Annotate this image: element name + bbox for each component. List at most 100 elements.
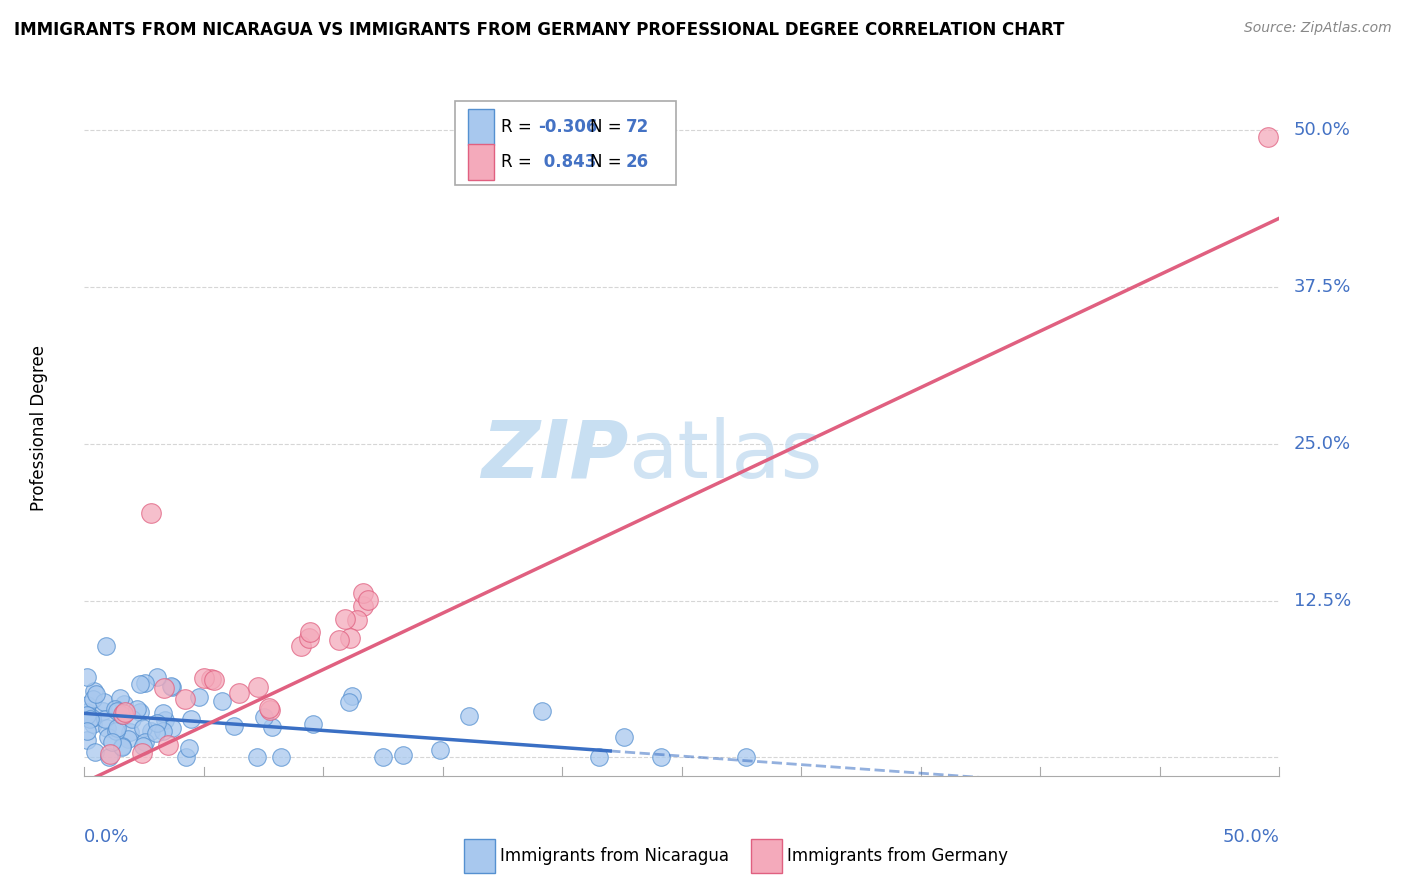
- Point: [335, 612, 357, 626]
- Point: [83, 684, 105, 698]
- Point: [82, 691, 104, 706]
- Point: [391, 748, 413, 763]
- FancyBboxPatch shape: [464, 839, 495, 872]
- Text: R =: R =: [502, 153, 537, 170]
- Point: [193, 671, 215, 685]
- Point: [84, 687, 107, 701]
- Point: [111, 708, 134, 723]
- Text: Immigrants from Germany: Immigrants from Germany: [787, 847, 1008, 865]
- Point: [91, 704, 114, 718]
- Point: [132, 721, 155, 735]
- Point: [153, 681, 176, 696]
- Text: -0.306: -0.306: [538, 118, 598, 136]
- Point: [342, 690, 364, 704]
- Point: [117, 731, 139, 746]
- Text: 37.5%: 37.5%: [1294, 278, 1351, 296]
- Text: 72: 72: [626, 118, 650, 136]
- Point: [93, 695, 115, 709]
- Point: [458, 708, 481, 723]
- Point: [352, 585, 374, 599]
- Point: [173, 691, 195, 706]
- Point: [357, 593, 380, 607]
- Point: [262, 720, 284, 734]
- Point: [159, 679, 181, 693]
- Point: [94, 712, 117, 726]
- Text: 50.0%: 50.0%: [1294, 121, 1351, 139]
- Point: [290, 639, 312, 653]
- Point: [298, 624, 321, 639]
- Point: [127, 702, 149, 716]
- Point: [105, 704, 128, 718]
- Point: [111, 739, 134, 753]
- Point: [145, 726, 167, 740]
- Point: [118, 725, 141, 739]
- Point: [76, 724, 98, 739]
- Point: [735, 750, 758, 764]
- Point: [94, 639, 117, 653]
- Text: Professional Degree: Professional Degree: [30, 345, 48, 511]
- Point: [174, 750, 197, 764]
- Point: [121, 712, 143, 726]
- Point: [76, 706, 98, 720]
- Text: Source: ZipAtlas.com: Source: ZipAtlas.com: [1244, 21, 1392, 35]
- FancyBboxPatch shape: [468, 144, 495, 180]
- Text: 26: 26: [626, 153, 648, 170]
- Point: [156, 739, 179, 753]
- Point: [371, 750, 394, 764]
- Text: 0.0%: 0.0%: [84, 828, 129, 847]
- Point: [97, 750, 120, 764]
- Point: [531, 704, 554, 718]
- Point: [110, 739, 132, 754]
- Text: N =: N =: [591, 153, 627, 170]
- Point: [98, 747, 121, 762]
- Text: ZIP: ZIP: [481, 417, 628, 495]
- Text: N =: N =: [591, 118, 627, 136]
- Text: atlas: atlas: [628, 417, 823, 495]
- Point: [114, 706, 136, 720]
- Point: [202, 673, 225, 688]
- Point: [298, 631, 321, 645]
- Point: [613, 730, 636, 744]
- Point: [429, 743, 451, 757]
- Point: [129, 705, 152, 719]
- FancyBboxPatch shape: [456, 101, 676, 185]
- Text: 12.5%: 12.5%: [1294, 591, 1351, 609]
- Point: [253, 709, 276, 723]
- Point: [104, 723, 127, 738]
- Point: [224, 719, 246, 733]
- Point: [76, 732, 98, 747]
- Point: [76, 670, 98, 684]
- Point: [105, 721, 128, 735]
- Point: [96, 721, 118, 735]
- Point: [128, 677, 150, 691]
- Point: [76, 708, 98, 723]
- Point: [76, 698, 98, 713]
- Point: [187, 690, 209, 705]
- Point: [139, 724, 162, 739]
- Point: [134, 675, 156, 690]
- Point: [131, 747, 153, 761]
- Text: IMMIGRANTS FROM NICARAGUA VS IMMIGRANTS FROM GERMANY PROFESSIONAL DEGREE CORRELA: IMMIGRANTS FROM NICARAGUA VS IMMIGRANTS …: [14, 21, 1064, 38]
- Text: 0.843: 0.843: [538, 153, 598, 170]
- FancyBboxPatch shape: [468, 109, 495, 145]
- Point: [228, 686, 250, 700]
- Point: [80, 711, 103, 725]
- Point: [134, 735, 156, 749]
- Point: [152, 724, 174, 739]
- Point: [328, 633, 350, 648]
- Text: R =: R =: [502, 118, 537, 136]
- Point: [97, 731, 120, 745]
- Point: [79, 712, 101, 726]
- Point: [246, 750, 269, 764]
- Text: Immigrants from Nicaragua: Immigrants from Nicaragua: [501, 847, 730, 865]
- Point: [146, 670, 169, 684]
- Point: [339, 632, 361, 646]
- Point: [588, 750, 610, 764]
- Point: [82, 717, 104, 731]
- Point: [112, 698, 135, 712]
- Point: [352, 599, 374, 614]
- Point: [160, 680, 183, 694]
- Point: [1257, 129, 1279, 144]
- Point: [270, 750, 292, 764]
- Point: [160, 721, 183, 735]
